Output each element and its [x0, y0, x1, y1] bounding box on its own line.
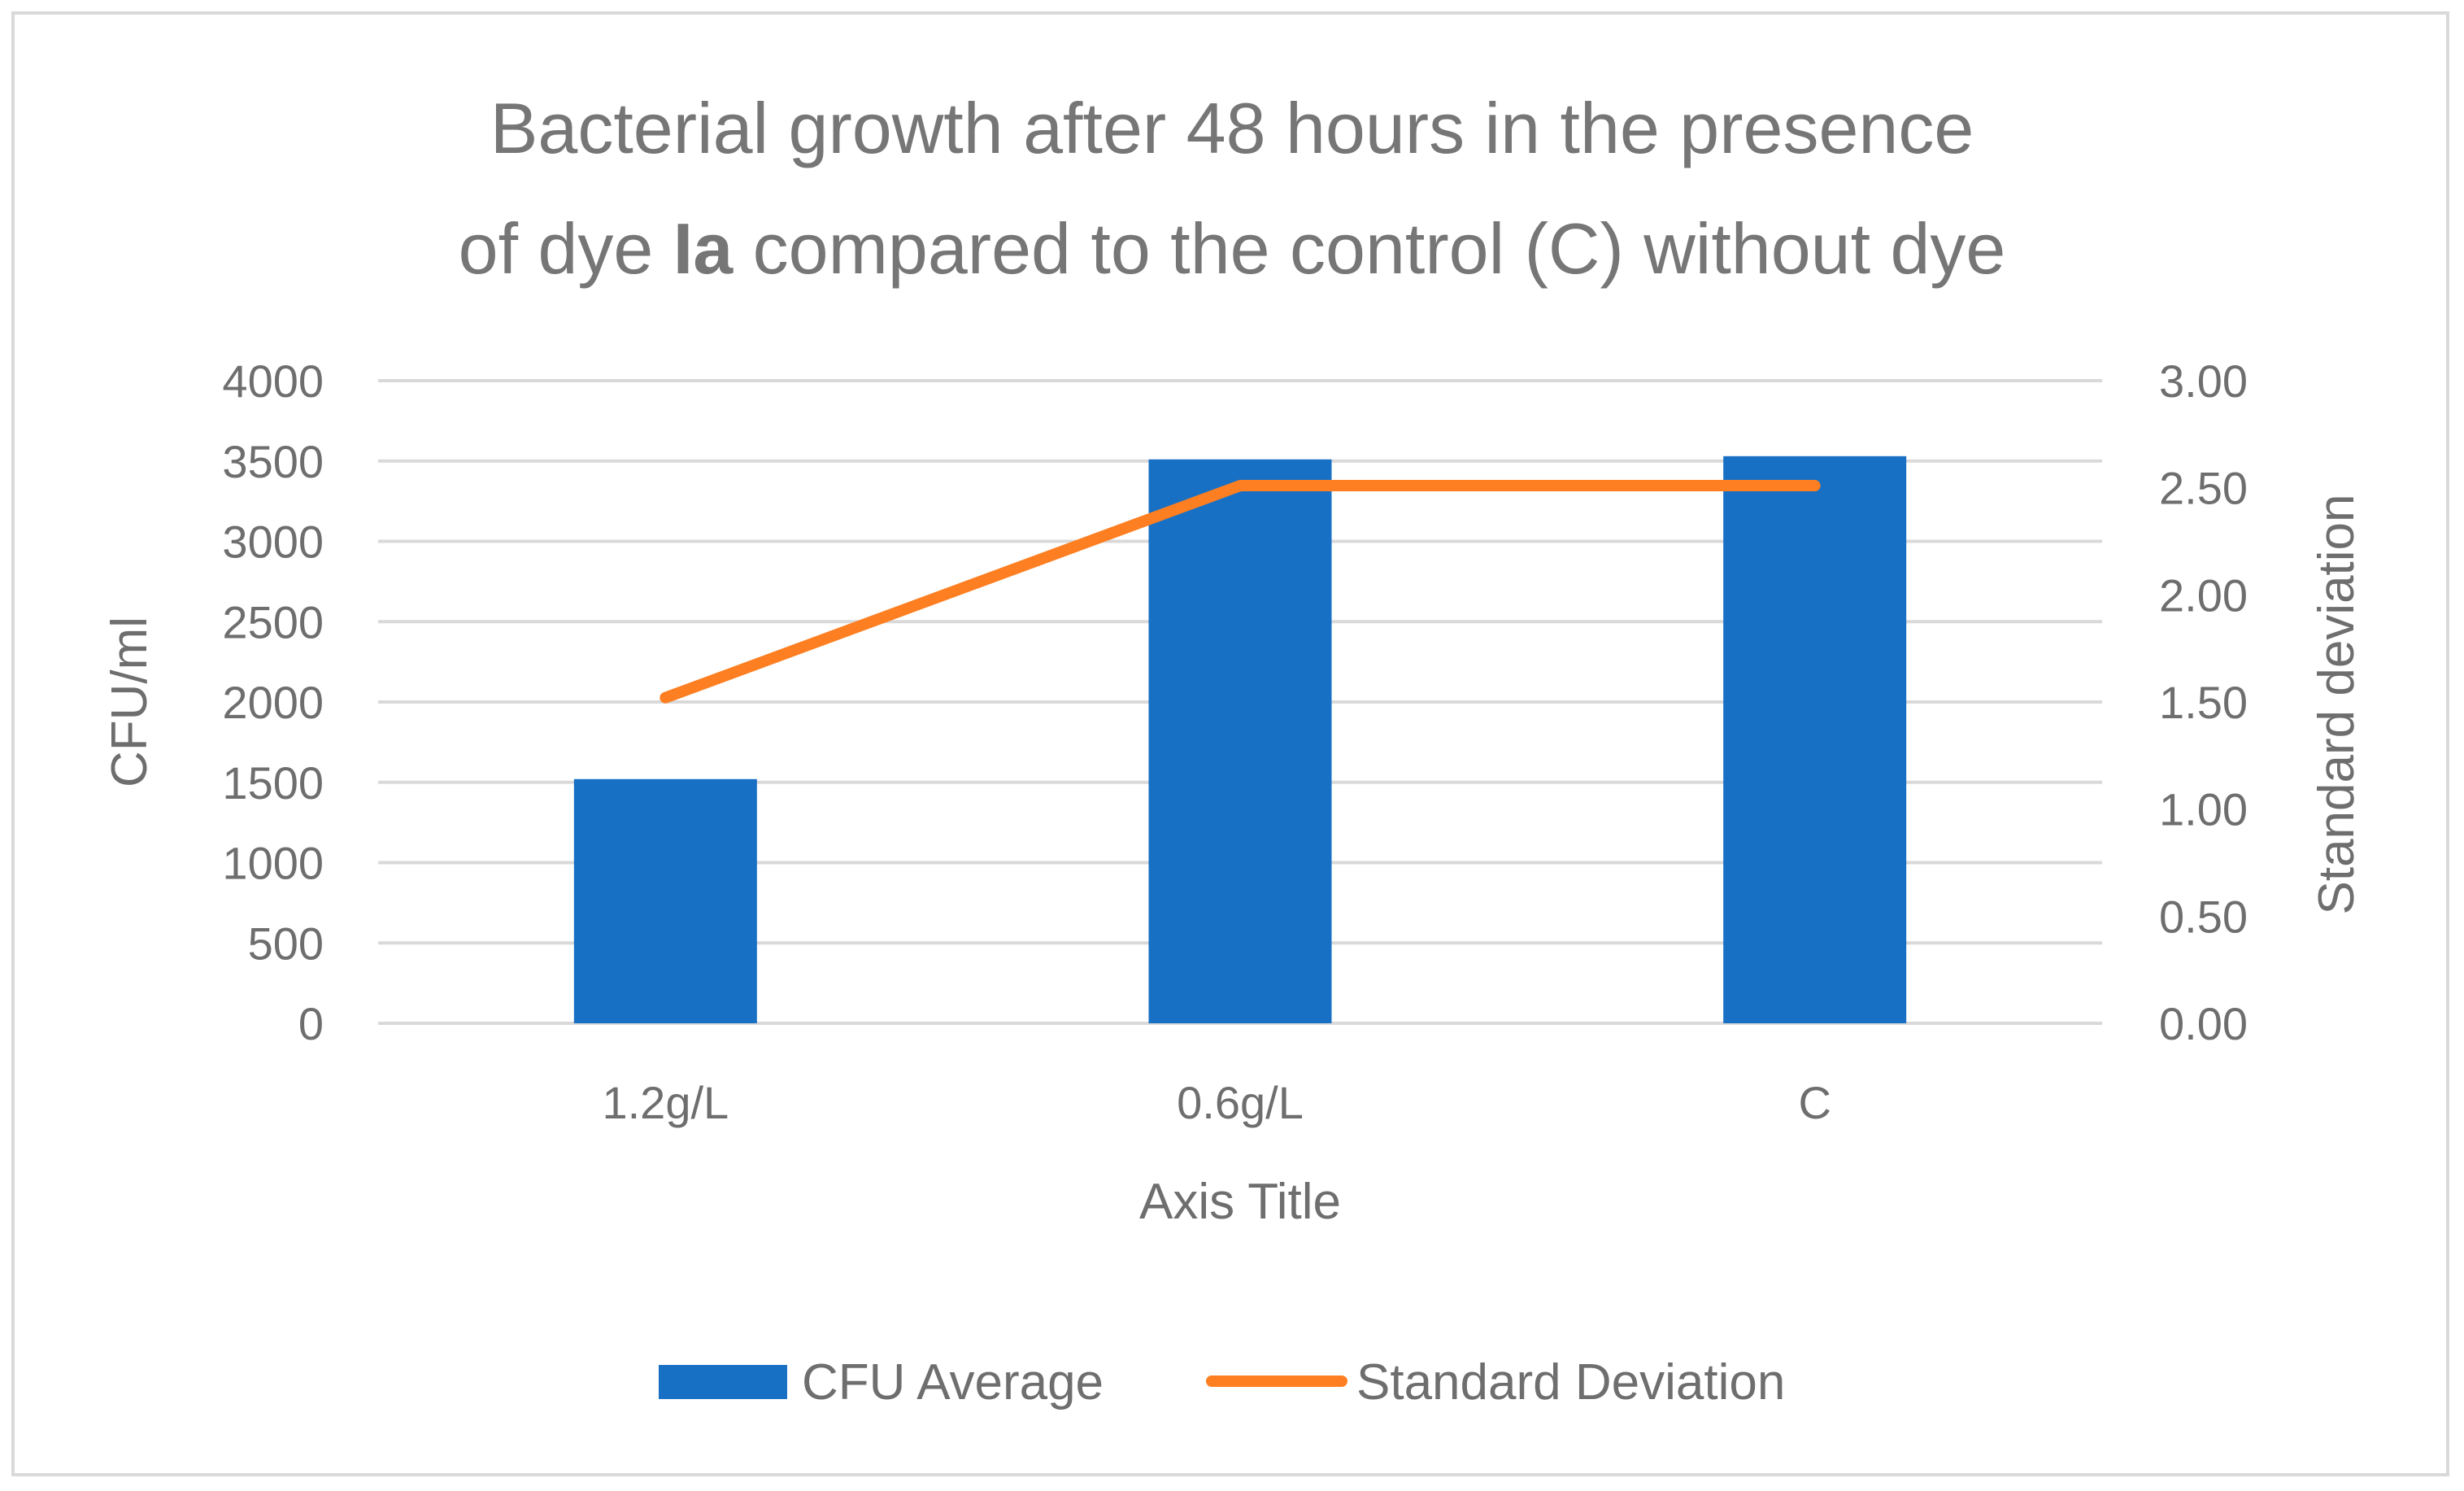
right-axis-ticks: 0.00 0.50 1.00 1.50 2.00 2.50 3.00	[2159, 355, 2248, 1049]
chart-title-line-2: of dye Ia compared to the control (C) wi…	[459, 208, 2006, 289]
legend: CFU Average Standard Deviation	[659, 1354, 1785, 1410]
x-axis-title: Axis Title	[1139, 1174, 1341, 1230]
x-axis-ticks: 1.2g/L 0.6g/L C	[602, 1077, 1831, 1128]
y-tick-label-1000: 1000	[222, 838, 324, 889]
y-axis-title: CFU/ml	[102, 617, 158, 787]
y2-tick-label-1.00: 1.00	[2159, 784, 2248, 835]
y-tick-label-1500: 1500	[222, 757, 324, 809]
y2-tick-label-1.50: 1.50	[2159, 677, 2248, 728]
x-tick-label-0: 1.2g/L	[602, 1077, 729, 1128]
chart-title-suffix: compared to the control (C) without dye	[733, 208, 2005, 289]
bar-1	[1148, 459, 1332, 1023]
std-dev-point-1	[1239, 485, 1241, 487]
chart-title-bold: Ia	[673, 208, 734, 289]
left-axis-ticks: 0 500 1000 1500 2000 2500 3000 3500 4000	[222, 355, 324, 1049]
bar-2	[1723, 456, 1907, 1023]
bar-series	[573, 456, 1907, 1023]
legend-label-standard-deviation: Standard Deviation	[1356, 1354, 1785, 1410]
x-tick-label-1: 0.6g/L	[1177, 1077, 1304, 1128]
y2-tick-label-3.00: 3.00	[2159, 355, 2248, 407]
legend-swatch-cfu-average	[659, 1365, 787, 1399]
std-dev-point-2	[1813, 485, 1816, 487]
std-dev-point-0	[664, 696, 667, 699]
x-tick-label-2: C	[1798, 1077, 1831, 1128]
y-tick-label-2000: 2000	[222, 677, 324, 728]
y-tick-label-0: 0	[298, 998, 324, 1049]
y-tick-label-3000: 3000	[222, 517, 324, 568]
bar-0	[573, 778, 757, 1023]
y-tick-label-2500: 2500	[222, 596, 324, 647]
y2-tick-label-0.50: 0.50	[2159, 891, 2248, 942]
y2-axis-title: Standard deviation	[2309, 494, 2365, 914]
y-tick-label-500: 500	[248, 918, 324, 969]
chart-title-prefix: of dye	[459, 208, 673, 289]
y-tick-label-3500: 3500	[222, 436, 324, 487]
y-tick-label-4000: 4000	[222, 355, 324, 407]
y2-tick-label-0.00: 0.00	[2159, 998, 2248, 1049]
legend-label-cfu-average: CFU Average	[802, 1354, 1104, 1410]
y2-tick-label-2.50: 2.50	[2159, 463, 2248, 514]
line-series	[660, 480, 1821, 704]
chart-title-line-1: Bacterial growth after 48 hours in the p…	[490, 88, 1974, 168]
y2-tick-label-2.00: 2.00	[2159, 569, 2248, 621]
